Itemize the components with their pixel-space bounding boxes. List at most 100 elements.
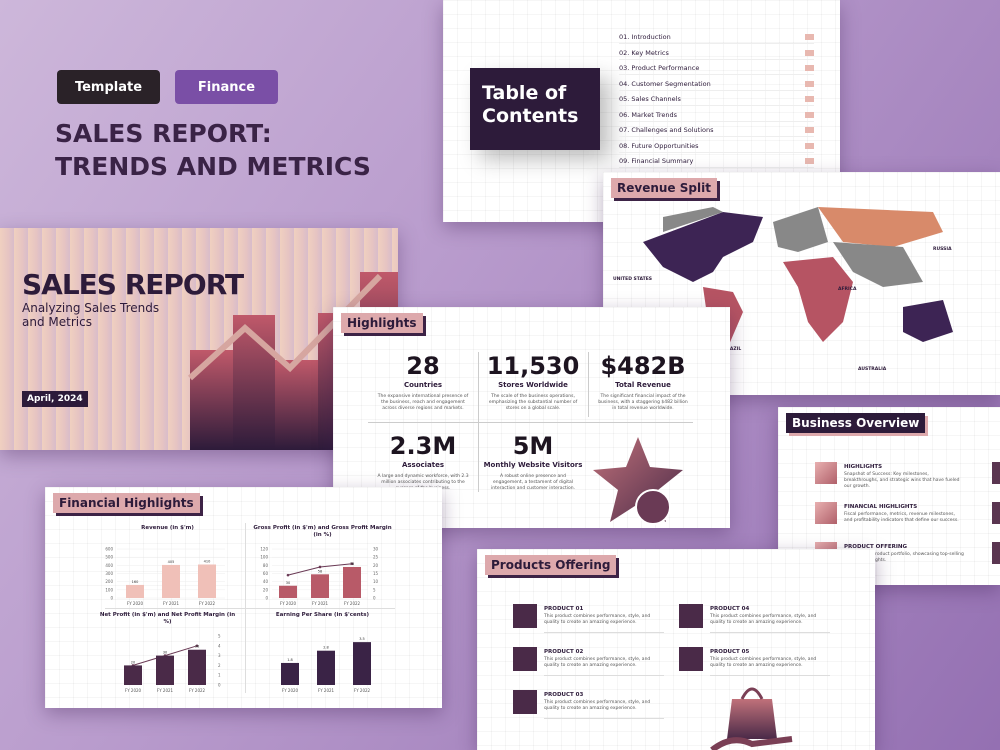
stat-value: 28 (406, 352, 440, 380)
toc-line (619, 151, 814, 153)
divider (105, 608, 395, 609)
y2-tick-label: 0 (218, 683, 221, 688)
bar (162, 564, 180, 598)
y-tick-label: 0 (265, 596, 268, 601)
toc-item: 02. Key Metrics (619, 48, 669, 57)
toc-line (619, 74, 814, 75)
y2-tick-label: 3 (218, 653, 221, 658)
stat-text: The expansive international presence of … (377, 394, 469, 411)
toc-line (619, 89, 814, 91)
x-tick-label: FY 2020 (127, 601, 144, 606)
bar (126, 584, 144, 598)
product-icon (513, 647, 537, 671)
product-text: This product combines performance, style… (544, 700, 651, 711)
item-icon (815, 462, 837, 484)
revenue-split-title: Revenue Split (611, 178, 717, 198)
product-text: This product combines performance, style… (544, 614, 651, 625)
product-text: This product combines performance, style… (710, 657, 817, 668)
stat-label: Total Revenue (615, 381, 671, 389)
revenue-split-slide: Revenue Split UNITED STATES BRAZIL AFRICA R… (603, 172, 1000, 395)
toc-line (619, 120, 814, 122)
stat-text: A robust online presence and engagement,… (490, 474, 576, 491)
y2-tick-label: 25 (373, 555, 379, 560)
products-slide: Products Offering PRODUCT 01 This product… (477, 549, 875, 750)
y2-tick-label: 1 (218, 673, 221, 678)
item-title: PRODUCT OFFERING (844, 544, 908, 550)
x-tick-label: FY 2022 (354, 688, 371, 693)
cover-subtitle: Analyzing Sales Trends and Metrics (22, 301, 160, 329)
bar (156, 655, 174, 685)
product-icon (679, 647, 703, 671)
main-title: SALES REPORT: TRENDS AND METRICS (55, 119, 371, 181)
x-tick-label: FY 2020 (280, 601, 297, 606)
product-text: This product combines performance, style… (710, 614, 817, 625)
bar (343, 566, 361, 598)
line-point (195, 644, 199, 648)
y-tick-label: 80 (263, 563, 269, 568)
value-label: 36 (195, 645, 199, 649)
highlights-title: Highlights (341, 313, 423, 333)
finance-tag: Finance (175, 70, 278, 104)
value-label: 2.8 (323, 646, 329, 650)
y2-tick-label: 5 (373, 587, 376, 592)
toc-line (619, 136, 814, 137)
stat-label: Monthly Website Visitors (483, 461, 583, 469)
toc-item: 05. Sales Channels (619, 95, 681, 103)
toc-item: 04. Customer Segmentation (619, 79, 711, 88)
value-label: 410 (204, 560, 211, 564)
canada (663, 207, 723, 232)
bar (353, 642, 371, 685)
chart-title: Earning Per Share (in $'cents) (275, 612, 370, 618)
financial-highlights-title: Financial Highlights (53, 493, 200, 513)
y-tick-label: 120 (260, 547, 268, 552)
bar (124, 665, 142, 685)
toc-line (619, 58, 814, 60)
toc-line (619, 43, 814, 44)
cover-title: SALES REPORT (22, 268, 244, 301)
item-text: Fiscal performance, metrics, revenue mil… (844, 512, 959, 523)
toc-item: 06. Market Trends (619, 110, 677, 119)
y-tick-label: 500 (105, 555, 113, 560)
stat-text: The scale of the business operations, em… (488, 394, 578, 411)
toc-page-box (805, 80, 814, 87)
asia (833, 242, 923, 287)
product-text: This product combines performance, style… (544, 657, 651, 668)
products-title: Products Offering (485, 555, 617, 575)
y2-tick-label: 2 (218, 663, 221, 668)
bar (279, 585, 297, 598)
region-label: AFRICA (838, 287, 857, 292)
y2-tick-label: 10 (373, 579, 379, 584)
bar (281, 662, 299, 685)
region-label: AUSTRALIA (858, 367, 887, 372)
toc-line (619, 105, 814, 106)
x-tick-label: FY 2021 (163, 601, 180, 606)
value-label: 20 (131, 660, 135, 664)
toc-page-box (805, 158, 814, 164)
y-tick-label: 400 (105, 563, 113, 568)
product-name: PRODUCT 03 (544, 692, 584, 698)
stat-value: 11,530 (486, 352, 580, 380)
toc-page-box (805, 111, 814, 118)
bag-handle (740, 687, 764, 700)
item-icon (815, 502, 837, 524)
y-tick-label: 600 (105, 547, 113, 552)
value-label: 76 (350, 562, 354, 566)
star-icon (593, 437, 683, 525)
russia (818, 207, 943, 247)
toc-page-box (805, 49, 814, 56)
y2-tick-label: 5 (218, 634, 221, 639)
bar (198, 564, 216, 598)
value-label: 3.5 (359, 637, 365, 641)
y2-tick-label: 4 (218, 643, 221, 648)
divider (368, 422, 693, 423)
toc-line (619, 167, 814, 168)
x-tick-label: FY 2022 (199, 601, 216, 606)
y-tick-label: 200 (105, 579, 113, 584)
value-label: 1.8 (287, 658, 293, 662)
chart-title: Gross Profit (in $'m) and Gross Profit M… (253, 525, 392, 539)
y-tick-label: 20 (263, 587, 269, 592)
toc-page-box (805, 65, 814, 71)
x-tick-label: FY 2020 (282, 688, 299, 693)
x-tick-label: FY 2021 (157, 688, 174, 693)
